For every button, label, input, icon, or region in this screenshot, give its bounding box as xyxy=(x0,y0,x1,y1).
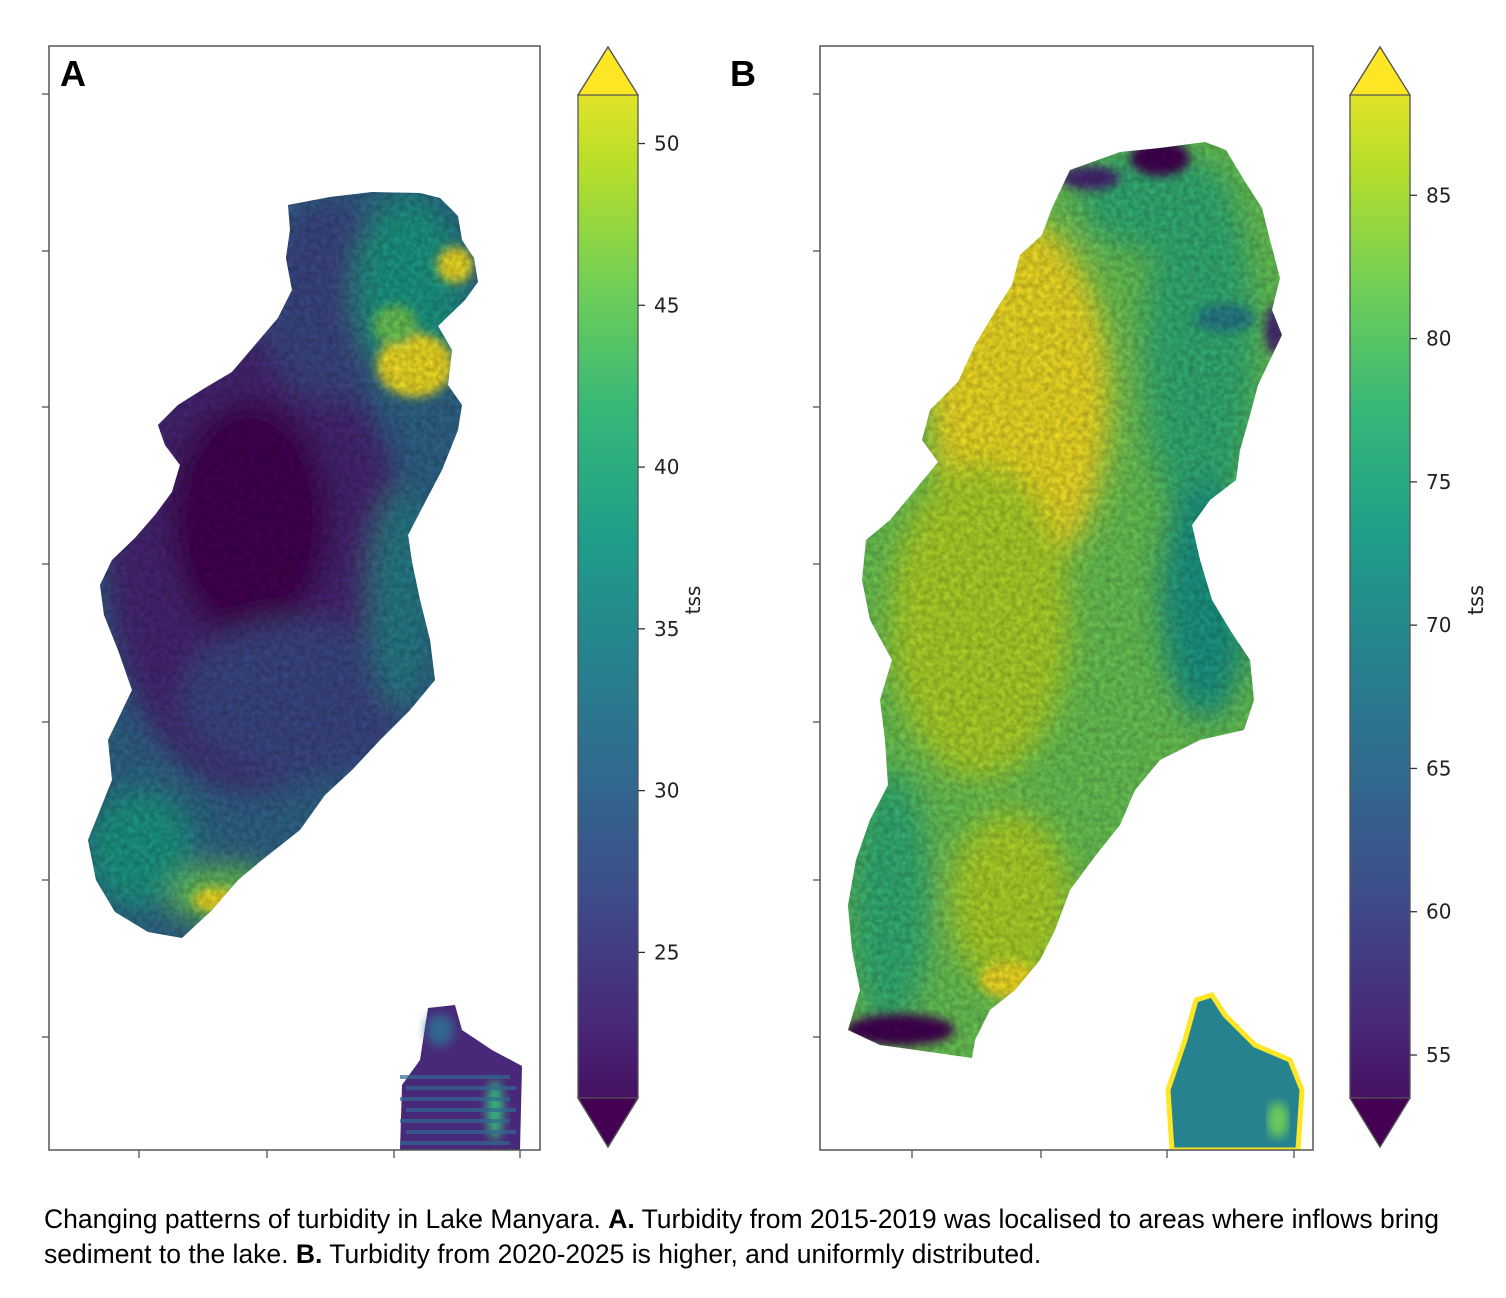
caption-text-2: Turbidity from 2015-2019 was localised t… xyxy=(44,1204,1439,1269)
panel-a-map xyxy=(49,46,540,1150)
panel-b-letter: B xyxy=(730,53,756,94)
panel-a: A 25 30 35 40 45 50 tss xyxy=(42,45,705,1158)
colorbar-b: 55 60 65 70 75 80 85 tss xyxy=(1348,45,1488,1149)
colorbar-tick-label: 55 xyxy=(1426,1043,1451,1067)
figure: A 25 30 35 40 45 50 tss xyxy=(42,45,1488,1158)
colorbar-tick-label: 60 xyxy=(1426,900,1451,924)
colorbar-tick-label: 30 xyxy=(654,779,679,803)
colorbar-a-bar xyxy=(577,45,639,1149)
caption-label-b: B. xyxy=(295,1239,323,1269)
colorbar-b-ticks: 55 60 65 70 75 80 85 xyxy=(1410,183,1451,1067)
panel-b-ticks xyxy=(813,93,1295,1158)
colorbar-a: 25 30 35 40 45 50 tss xyxy=(576,45,705,1149)
colorbar-b-extend-max xyxy=(1348,45,1412,96)
colorbar-a-extend-min xyxy=(576,1097,640,1149)
colorbar-tick-label: 40 xyxy=(654,455,679,479)
colorbar-tick-label: 25 xyxy=(654,940,679,964)
colorbar-tick-label: 85 xyxy=(1426,183,1451,207)
colorbar-b-bar xyxy=(1349,45,1411,1149)
colorbar-a-label: tss xyxy=(681,586,705,615)
lake-a-south-basin xyxy=(400,1005,522,1150)
colorbar-b-label: tss xyxy=(1464,585,1488,615)
colorbar-a-ticks: 25 30 35 40 45 50 xyxy=(638,132,679,964)
caption-text-3: Turbidity from 2020-2025 is higher, and … xyxy=(322,1239,1042,1269)
caption-text-1: Changing patterns of turbidity in Lake M… xyxy=(44,1204,609,1234)
colorbar-a-extend-max xyxy=(576,45,640,96)
colorbar-tick-label: 45 xyxy=(654,293,679,317)
lake-a-south-stripes xyxy=(400,1075,516,1145)
colorbar-tick-label: 50 xyxy=(654,132,679,156)
panel-a-letter: A xyxy=(60,53,86,94)
colorbar-tick-label: 35 xyxy=(654,617,679,641)
caption-label-a: A. xyxy=(608,1204,635,1234)
colorbar-tick-label: 80 xyxy=(1426,327,1451,351)
colorbar-tick-label: 65 xyxy=(1426,756,1451,780)
panel-a-ticks xyxy=(42,93,521,1158)
panel-b-map xyxy=(820,46,1313,1150)
panel-b: B 55 60 65 70 75 80 85 tss xyxy=(730,45,1488,1158)
colorbar-tick-label: 75 xyxy=(1426,470,1451,494)
panel-a-frame xyxy=(48,45,541,1151)
figure-caption: Changing patterns of turbidity in Lake M… xyxy=(44,1202,1494,1272)
panel-b-frame xyxy=(819,45,1314,1151)
lake-b-south-basin xyxy=(1165,992,1305,1150)
colorbar-b-extend-min xyxy=(1348,1097,1412,1149)
colorbar-tick-label: 70 xyxy=(1426,613,1451,637)
